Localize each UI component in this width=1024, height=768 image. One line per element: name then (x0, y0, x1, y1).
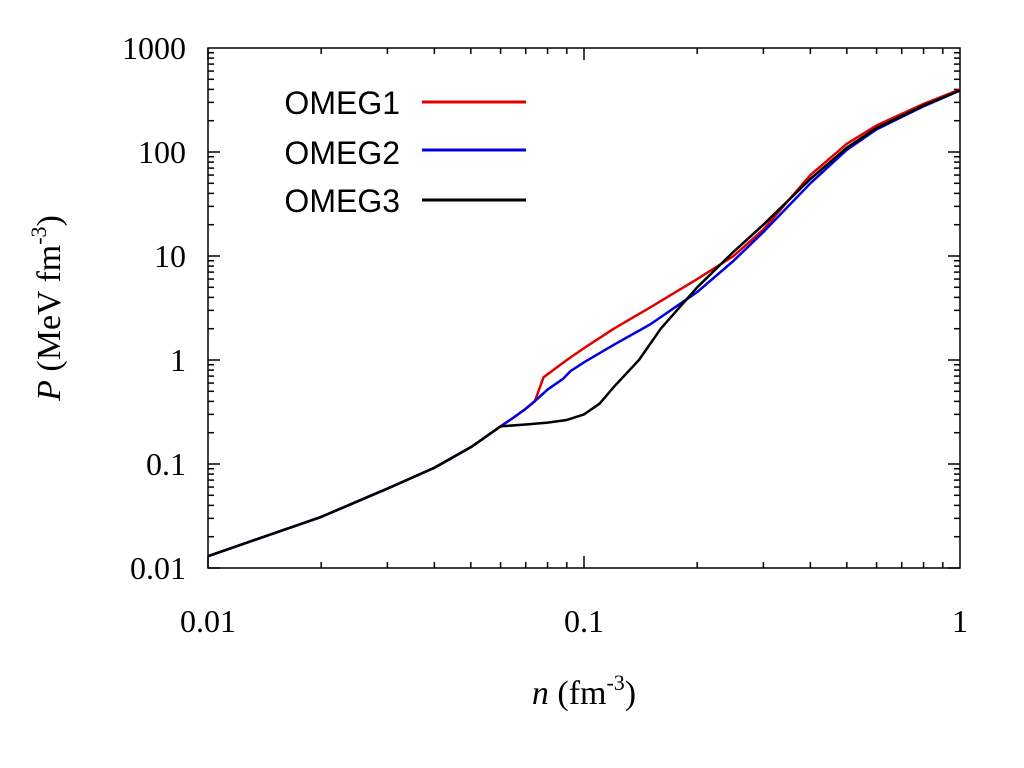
y-tick-label: 1 (170, 342, 186, 378)
x-tick-label: 1 (952, 603, 968, 639)
y-tick-label: 0.01 (130, 550, 186, 586)
plot-frame (207, 47, 961, 569)
x-tick-label: 0.1 (564, 603, 604, 639)
series-lines (207, 88, 961, 558)
series-line-omeg3 (207, 89, 961, 558)
legend-label-omeg3: OMEG3 (284, 183, 400, 219)
y-tick-label: 0.1 (146, 446, 186, 482)
y-tick-label: 10 (154, 238, 186, 274)
x-tick-label: 0.01 (180, 603, 236, 639)
axis-ticks (207, 48, 960, 569)
y-tick-label: 1000 (122, 30, 186, 66)
y-tick-label: 100 (138, 134, 186, 170)
y-tick-labels: 0.01 0.1 1 10 100 1000 (122, 30, 186, 586)
y-axis-label: P (MeV fm-3) (26, 215, 68, 402)
legend: OMEG1 OMEG2 OMEG3 (284, 85, 526, 219)
legend-label-omeg1: OMEG1 (284, 85, 400, 121)
x-tick-labels: 0.01 0.1 1 (180, 603, 968, 639)
legend-label-omeg2: OMEG2 (284, 135, 400, 171)
x-axis-label: n (fm-3) (532, 670, 636, 712)
